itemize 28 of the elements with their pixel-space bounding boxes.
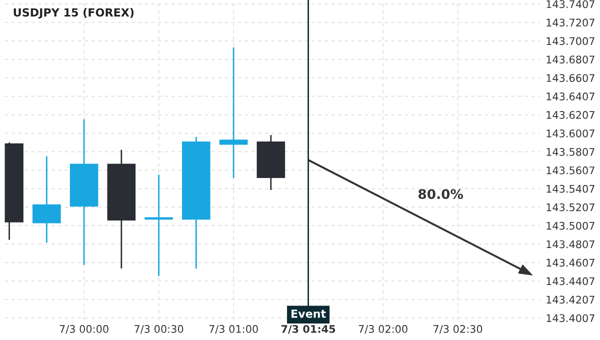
x-tick-label: 7/3 00:00 (60, 325, 108, 334)
y-tick-label: 143.6807 (546, 56, 594, 64)
y-tick-label: 143.5607 (546, 166, 594, 174)
x-tick-label: 7/3 02:00 (358, 325, 408, 334)
y-tick-label: 143.6007 (546, 129, 594, 138)
x-tick-label: 7/3 01:00 (209, 325, 258, 334)
y-tick-label: 143.6207 (546, 111, 594, 119)
y-tick-label: 143.6407 (546, 92, 594, 100)
y-tick-label: 143.4007 (546, 314, 594, 322)
y-tick-label: 143.4607 (546, 258, 594, 267)
y-tick-label: 143.5207 (546, 203, 594, 212)
y-tick-label: 143.4207 (546, 296, 594, 304)
x-tick-label: 7/3 00:30 (134, 325, 184, 334)
y-tick-label: 143.7207 (546, 18, 594, 27)
y-tick-label: 143.4807 (546, 240, 594, 248)
y-tick-label: 143.5807 (546, 148, 594, 156)
y-tick-label: 143.7407 (546, 0, 594, 8)
y-tick-label: 143.5407 (546, 184, 594, 193)
text: USDJPY 15 (FOREX) (14, 8, 134, 19)
y-tick-label: 143.6607 (546, 74, 594, 82)
x-tick-label: 7/3 02:30 (434, 325, 482, 334)
y-tick-label: 143.5007 (546, 222, 594, 230)
y-tick-label: 143.4407 (546, 277, 594, 286)
annotation: 80.0% (418, 189, 464, 200)
x-tick-label: 7/3 01:45 (281, 325, 336, 334)
ref-line-label: Event (292, 310, 326, 318)
y-tick-label: 143.7007 (546, 37, 594, 46)
candlestick (144, 174, 173, 276)
